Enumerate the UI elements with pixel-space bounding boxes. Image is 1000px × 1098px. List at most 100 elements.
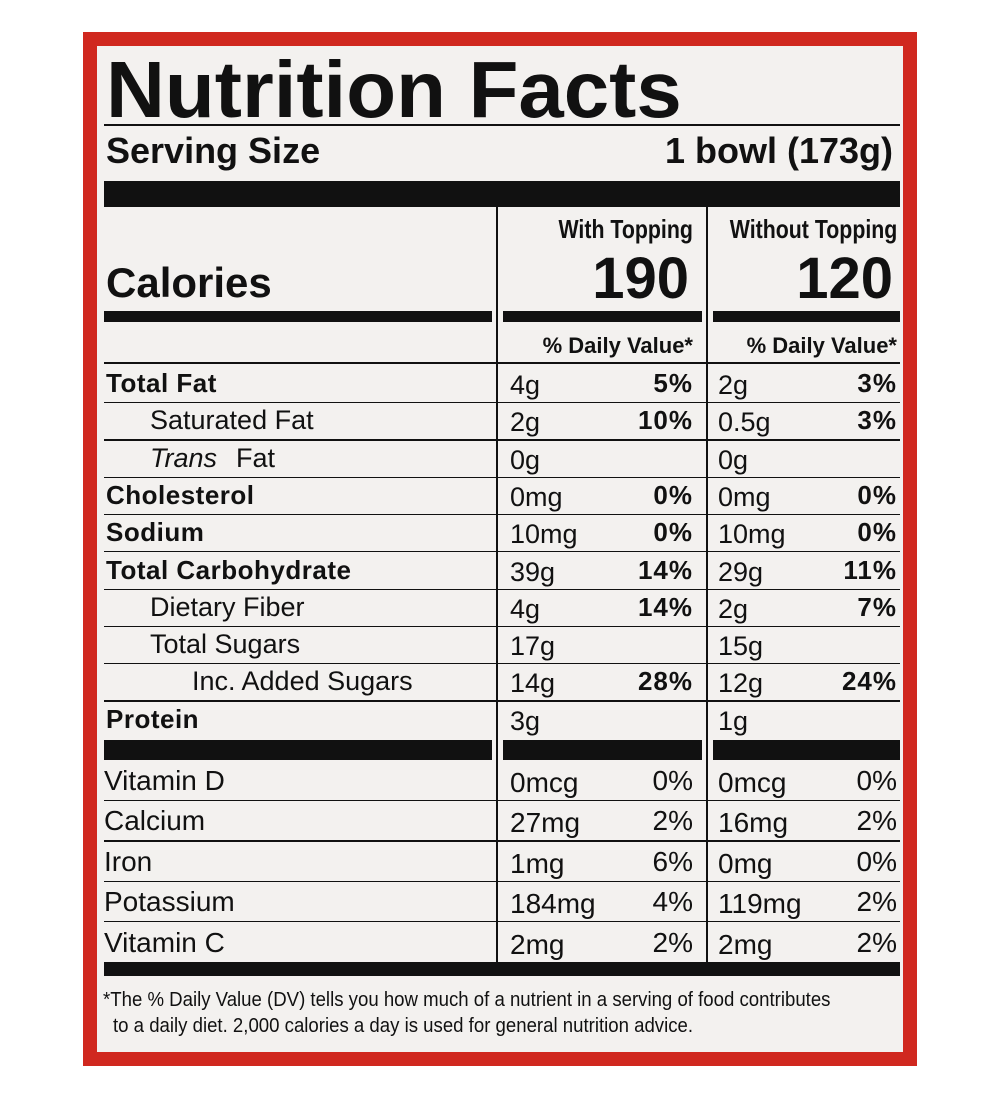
amount: 0.5g: [718, 407, 771, 438]
vitamin-name: Calcium: [104, 805, 206, 837]
calories-label: Calories: [106, 259, 272, 306]
nutrition-label: Nutrition Facts Serving Size 1 bowl (173g)…: [83, 32, 917, 1066]
vitamin-name: Vitamin C: [104, 926, 225, 958]
rule: [104, 402, 900, 404]
calories-value: 190: [592, 246, 689, 311]
daily-value: 5%: [653, 368, 693, 398]
serving-label: Serving Size: [106, 130, 321, 171]
daily-value: 0%: [653, 517, 693, 548]
amount: 39g: [510, 556, 556, 587]
nutrient-name: Sodium: [106, 517, 205, 548]
rule: [104, 663, 900, 665]
vitamin-name: Vitamin D: [104, 765, 225, 796]
rule: [104, 362, 900, 364]
serving-value: 1 bowl (173g): [664, 130, 893, 171]
daily-value: 7%: [857, 591, 897, 622]
footnote: *The % Daily Value (DV) tells you how mu…: [103, 989, 831, 1011]
rule: [104, 840, 900, 842]
amount: 16mg: [718, 807, 789, 839]
amount: 2mg: [718, 928, 773, 960]
nutrient-name: Saturated Fat: [150, 405, 314, 436]
daily-value: 28%: [637, 666, 693, 697]
rule: [104, 311, 492, 322]
daily-value: 0%: [856, 845, 897, 877]
amount: 10mg: [718, 519, 786, 550]
amount: 12g: [718, 668, 764, 699]
amount: 1mg: [510, 847, 565, 879]
title: Nutrition Facts: [106, 45, 682, 134]
rule: [104, 181, 900, 207]
rule: [104, 962, 900, 976]
nutrient-name: Total Sugars: [150, 629, 301, 660]
amount: 0mcg: [718, 767, 787, 798]
daily-value: 24%: [841, 666, 897, 697]
amount: 2g: [510, 407, 541, 438]
rule: [104, 740, 492, 760]
amount: 0g: [510, 444, 541, 475]
amount: 0mg: [510, 481, 563, 512]
rule: [104, 880, 900, 882]
daily-value: 2%: [856, 805, 897, 837]
daily-value: 10%: [637, 405, 693, 436]
amount: 27mg: [510, 807, 581, 839]
daily-value: 14%: [637, 554, 693, 585]
rule: [706, 207, 708, 962]
daily-value: 2%: [652, 926, 693, 958]
daily-value: 3%: [857, 405, 897, 436]
amount: 15g: [718, 631, 764, 662]
amount: 4g: [510, 370, 541, 400]
rule: [713, 740, 900, 760]
amount: 0mg: [718, 847, 773, 879]
amount: 2g: [718, 593, 749, 624]
amount: 1g: [718, 705, 749, 736]
amount: 2g: [718, 370, 749, 400]
amount: 0g: [718, 444, 749, 475]
daily-value: 3%: [857, 368, 897, 398]
nutrient-name: Inc. Added Sugars: [192, 666, 413, 697]
dv-heading: % Daily Value*: [746, 333, 897, 358]
daily-value: 2%: [856, 886, 897, 918]
daily-value: 0%: [856, 765, 897, 796]
nutrient-name: Cholesterol: [106, 479, 255, 510]
amount: 4g: [510, 593, 541, 624]
rule: [104, 588, 900, 590]
daily-value: 0%: [857, 479, 897, 510]
nutrient-name-italic: Trans: [150, 442, 218, 473]
rule: [104, 513, 900, 516]
amount: 0mcg: [510, 767, 579, 798]
amount: 14g: [510, 668, 556, 699]
nutrient-name: Total Carbohydrate: [106, 554, 352, 585]
rule: [503, 740, 702, 760]
footnote: to a daily diet. 2,000 calories a day is…: [113, 1015, 694, 1037]
amount: 17g: [510, 631, 556, 662]
amount: 119mg: [718, 888, 802, 920]
daily-value: 0%: [857, 517, 897, 548]
daily-value: 2%: [652, 805, 693, 837]
nutrient-name: Fat: [236, 442, 276, 473]
nutrient-name: Protein: [106, 703, 200, 734]
daily-value: 2%: [856, 926, 897, 958]
column-heading: Without Topping: [729, 214, 897, 244]
rule: [104, 921, 900, 923]
rule: [713, 311, 900, 322]
daily-value: 11%: [843, 554, 897, 585]
daily-value: 0%: [652, 765, 693, 796]
daily-value: 14%: [637, 591, 693, 622]
daily-value: 4%: [652, 886, 693, 918]
rule: [503, 311, 702, 322]
rule: [104, 124, 900, 126]
vitamin-name: Potassium: [104, 886, 235, 918]
rule: [104, 551, 900, 553]
nutrient-name: Dietary Fiber: [150, 591, 305, 622]
column-heading: With Topping: [558, 214, 693, 244]
calories-value: 120: [796, 246, 893, 311]
nutrient-name: Total Fat: [106, 368, 217, 398]
amount: 2mg: [510, 928, 565, 960]
rule: [104, 625, 900, 628]
dv-heading: % Daily Value*: [542, 333, 693, 358]
amount: 29g: [718, 556, 764, 587]
amount: 184mg: [510, 888, 596, 920]
amount: 10mg: [510, 519, 578, 550]
amount: 3g: [510, 705, 541, 736]
